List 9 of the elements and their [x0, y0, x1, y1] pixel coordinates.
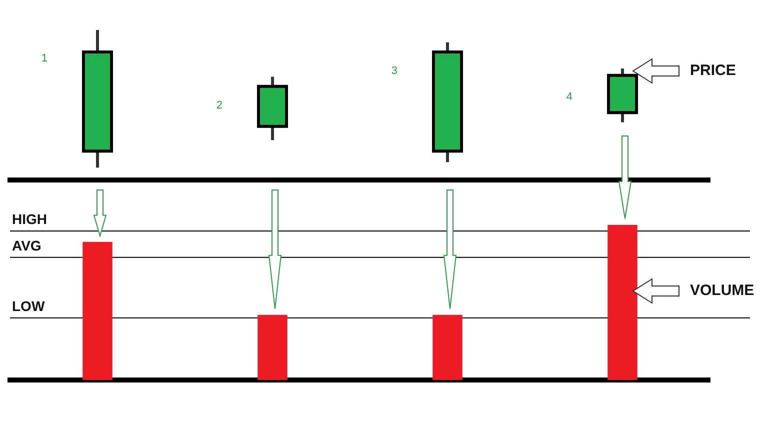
annotation: PRICE: [690, 62, 736, 79]
ref-line-label: LOW: [12, 298, 46, 314]
ref-line-label: HIGH: [12, 210, 47, 227]
x-tick-label: 2: [216, 99, 222, 112]
x-tick-label: 4: [566, 91, 572, 104]
x-tick-label: 1: [41, 52, 48, 65]
ref-line-label: AVG: [12, 237, 42, 254]
x-tick-label: 3: [391, 64, 398, 77]
annotation: VOLUME: [690, 282, 754, 299]
